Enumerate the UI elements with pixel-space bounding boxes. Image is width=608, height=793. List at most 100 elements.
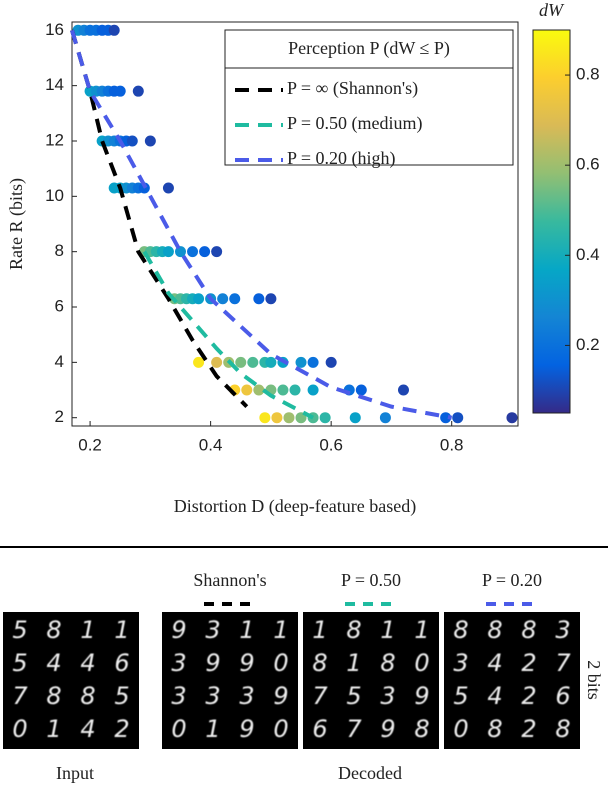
digit: 5 [346, 682, 361, 710]
digit: 8 [80, 682, 95, 710]
decoded-label: Decoded [338, 763, 402, 783]
digit: 4 [487, 649, 502, 677]
scatter-point [277, 384, 289, 396]
digit: 0 [453, 715, 468, 743]
digit: 8 [346, 616, 361, 644]
y-tick-label: 8 [55, 241, 64, 260]
y-tick-label: 6 [55, 296, 64, 315]
digit: 1 [205, 715, 220, 743]
digit: 3 [555, 616, 570, 644]
scatter-point [271, 412, 283, 424]
digit: 9 [239, 649, 254, 677]
legend-label: P = 0.20 (high) [287, 148, 395, 169]
digit: 8 [46, 682, 61, 710]
digit: 3 [453, 649, 468, 677]
digit: 8 [312, 649, 327, 677]
digit: 2 [114, 715, 129, 743]
digit: 3 [380, 682, 395, 710]
scatter-point [452, 412, 464, 424]
scatter-point [217, 293, 229, 305]
digit: 8 [521, 616, 536, 644]
digit: 5 [12, 649, 27, 677]
digit: 7 [346, 715, 362, 743]
digit: 6 [312, 715, 327, 743]
legend-title: Perception P (dW ≤ P) [288, 38, 450, 59]
digit: 3 [205, 682, 220, 710]
scatter-point [211, 356, 223, 368]
digit: 3 [239, 682, 254, 710]
scatter-point [211, 246, 223, 258]
digit: 1 [346, 649, 361, 677]
scatter-point [265, 356, 277, 368]
scatter-point [265, 293, 277, 305]
scatter-point [193, 293, 205, 305]
digit: 1 [80, 616, 95, 644]
digit: 2 [521, 682, 536, 710]
scatter-point [114, 85, 126, 97]
frontier-line [70, 29, 453, 420]
scatter-point [193, 356, 205, 368]
scatter-point [325, 356, 337, 368]
digit: 0 [273, 649, 288, 677]
digit: 1 [312, 616, 327, 644]
y-tick-label: 10 [45, 186, 64, 205]
scatter-point [162, 182, 174, 194]
scatter-point [440, 412, 452, 424]
digit: 4 [80, 649, 95, 677]
colorbar-tick-label: 0.6 [576, 155, 600, 174]
scatter-point [108, 24, 120, 36]
y-tick-label: 12 [45, 130, 64, 149]
image-panel [444, 612, 580, 749]
digit-grid: 1 8 1 18 1 8 07 5 3 96 7 9 8 [312, 616, 429, 743]
image-panel [3, 612, 139, 749]
digit: 3 [205, 616, 220, 644]
digit-grid: 5 8 1 15 4 4 67 8 8 50 1 4 2 [12, 616, 129, 743]
colorbar-tick-label: 0.2 [576, 335, 600, 354]
digit: 0 [12, 715, 27, 743]
digit: 5 [12, 616, 27, 644]
scatter-point [349, 412, 361, 424]
scatter-point [506, 412, 518, 424]
digit: 0 [273, 715, 288, 743]
digit: 8 [414, 715, 429, 743]
scatter-point [229, 293, 241, 305]
y-tick-label: 14 [45, 75, 64, 94]
digit: 4 [80, 715, 95, 743]
digit: 8 [453, 616, 468, 644]
digit: 6 [555, 682, 570, 710]
scatter-point [247, 356, 259, 368]
image-panel [162, 612, 298, 749]
digit: 9 [171, 616, 186, 644]
scatter-point [397, 384, 409, 396]
scatter-point [307, 384, 319, 396]
scatter-point [235, 356, 247, 368]
digit: 5 [114, 682, 129, 710]
digit: 2 [521, 649, 536, 677]
frontier-line [70, 29, 249, 409]
digit: 8 [380, 649, 395, 677]
scatter-point [355, 384, 367, 396]
digit: 2 [521, 715, 536, 743]
rate-label: 2 bits [584, 660, 604, 700]
digit: 4 [46, 649, 61, 677]
colorbar-tick-label: 0.4 [576, 245, 600, 264]
scatter-point [187, 246, 199, 258]
y-axis-label: Rate R (bits) [6, 178, 27, 270]
digit: 1 [380, 616, 395, 644]
input-label: Input [56, 763, 94, 783]
digit-grid: 9 3 1 13 9 9 03 3 3 90 1 9 0 [171, 616, 288, 743]
digit: 7 [312, 682, 328, 710]
x-tick-label: 0.6 [319, 435, 343, 454]
scatter-point [289, 384, 301, 396]
digit: 7 [12, 682, 28, 710]
digit: 9 [239, 715, 254, 743]
colorbar-tick-label: 0.8 [576, 65, 600, 84]
scatter-point [253, 384, 265, 396]
scatter-point [319, 412, 331, 424]
digit: 0 [171, 715, 186, 743]
scatter-point [144, 135, 156, 147]
scatter-point [174, 246, 186, 258]
x-tick-label: 0.2 [78, 435, 102, 454]
digit: 1 [239, 616, 254, 644]
